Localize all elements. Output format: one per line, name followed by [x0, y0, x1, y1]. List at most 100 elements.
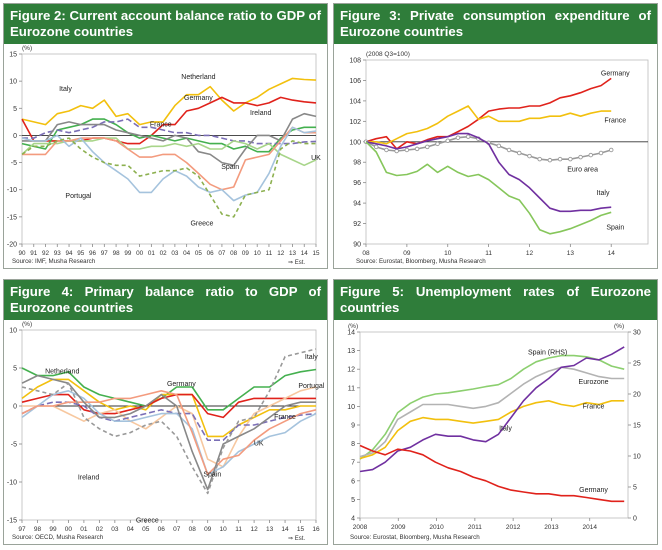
x-tick-label: 91: [30, 250, 38, 257]
series-point-euro-area: [435, 141, 440, 147]
series-line-germany: [359, 444, 625, 503]
figure-3-chart: 108 106 104 102 100 98 96 94 92 90 (2008 Q3=100) 08…: [349, 51, 649, 265]
series-point-euro-area: [373, 144, 379, 150]
x-tick-label: 92: [42, 250, 50, 257]
x-tick-label: 07: [173, 526, 181, 533]
y-tick-label: 90: [353, 242, 361, 249]
series-label-uk: UK: [311, 155, 321, 162]
x-tick-label: 15: [312, 250, 320, 257]
y-tick-label: 94: [353, 201, 361, 208]
series-label-france: France: [150, 122, 172, 129]
series-label-euro-area: Euro area: [567, 166, 598, 173]
y-tick-label: 14: [347, 330, 355, 337]
x-tick-label: 14: [608, 250, 616, 257]
x-tick-label: 07: [218, 250, 226, 257]
source-note: Source: IMF, Musha Research: [12, 258, 96, 265]
x-tick-label: 98: [34, 526, 42, 533]
series-point-euro-area: [578, 154, 583, 160]
series-label-greece: Greece: [136, 517, 159, 524]
series-line-greece: [21, 137, 316, 218]
series-label-eurozone: Eurozone: [579, 379, 609, 386]
y-tick-label: 6: [351, 478, 355, 485]
figure-4-panel: Figure 4: Primary balance ratio to GDP o…: [3, 279, 328, 545]
x-tick-label: 10: [254, 250, 262, 257]
x-tick-label: 12: [277, 250, 285, 257]
y-tick-label: 5: [13, 106, 17, 113]
x-tick-label: 94: [66, 250, 74, 257]
series-point-euro-area: [384, 147, 389, 153]
series-line-ireland: [22, 112, 317, 167]
y-tick-label: -10: [7, 480, 17, 487]
figure-5-title: Figure 5: Unemployment rates of Eurozone…: [334, 280, 657, 320]
x-tick-label: 99: [124, 250, 132, 257]
series-label-germany: Germany: [184, 95, 213, 102]
x-tick-label: 09: [242, 250, 250, 257]
series-point-euro-area: [496, 143, 502, 149]
x-tick-label: 00: [136, 250, 144, 257]
series-line-spain: [22, 126, 316, 191]
y-tick-label: 96: [353, 180, 361, 187]
series-label-italy: Italy: [597, 190, 610, 197]
x-tick-label: 08: [230, 250, 238, 257]
y-tick-label: 7: [351, 460, 355, 467]
y-tick-label: 106: [349, 78, 361, 85]
x-tick-label: 10: [444, 250, 452, 257]
source-note: Source: Eurostat, Bloomberg, Musha Resea…: [356, 258, 486, 265]
figure-5-panel: Figure 5: Unemployment rates of Eurozone…: [333, 279, 658, 545]
y-tick-label: 12: [347, 367, 355, 374]
y-tick-label: 104: [349, 98, 361, 105]
y-tick-label: 5: [351, 497, 355, 504]
x-tick-label: 2012: [506, 524, 521, 531]
x-tick-label: 16: [312, 526, 320, 533]
series-label-italy: Italy: [499, 426, 512, 433]
x-tick-label: 2009: [391, 524, 406, 531]
y2-tick-label: 0: [633, 516, 637, 523]
series-line-spain: [21, 390, 317, 476]
x-tick-label: 08: [189, 526, 197, 533]
series-line-portugal: [21, 126, 317, 202]
y-tick-label: 102: [349, 119, 361, 126]
series-line-france: [359, 400, 625, 460]
series-label-france: France: [274, 414, 296, 421]
x-tick-label: 09: [403, 250, 411, 257]
y-unit-label: (2008 Q3=100): [366, 51, 410, 58]
y-unit-label: (%): [22, 45, 32, 52]
series-point-euro-area: [598, 150, 604, 156]
series-point-euro-area: [404, 147, 410, 153]
figure-2-title: Figure 2: Current account balance ratio …: [4, 4, 327, 44]
figure-3-panel: Figure 3: Private consumption expenditur…: [333, 3, 658, 269]
series-label-germany: Germany: [579, 487, 608, 494]
y-unit-label: (%): [348, 323, 358, 330]
series-line-france: [22, 118, 317, 145]
y-tick-label: 11: [348, 385, 355, 392]
series-label-france: France: [583, 403, 605, 410]
y-tick-label: -5: [11, 160, 17, 167]
series-point-euro-area: [537, 156, 542, 162]
series-label-italy: Italy: [305, 354, 318, 361]
estimate-note: ⇒ Est.: [288, 260, 305, 266]
series-label-spain: Spain: [221, 164, 239, 171]
x-tick-label: 13: [289, 250, 297, 257]
y2-tick-label: 30: [633, 330, 641, 337]
x-tick-label: 2011: [468, 524, 482, 531]
x-tick-label: 01: [148, 250, 156, 257]
y-tick-label: -5: [11, 442, 17, 449]
series-line-uk: [21, 390, 317, 476]
x-tick-label: 01: [80, 526, 88, 533]
series-line-spain: [365, 141, 612, 235]
y-tick-label: 0: [13, 133, 17, 140]
series-point-euro-area: [608, 147, 614, 153]
y-tick-label: 98: [353, 160, 361, 167]
figure-2-panel: Figure 2: Current account balance ratio …: [3, 3, 328, 269]
x-tick-label: 11: [266, 250, 273, 257]
figure-4-chart: 10 5 0 -5 -10 -15 (%) 97 98 99 00 01 02 03 04 05 06 07 08 0…: [7, 321, 325, 542]
series-point-euro-area: [568, 156, 573, 162]
x-tick-label: 98: [113, 250, 121, 257]
series-line-ireland: [21, 374, 316, 491]
x-tick-label: 03: [171, 250, 179, 257]
x-tick-label: 10: [220, 526, 228, 533]
y-tick-label: 8: [351, 441, 355, 448]
y-tick-label: 13: [347, 348, 355, 355]
x-tick-label: 96: [89, 250, 97, 257]
